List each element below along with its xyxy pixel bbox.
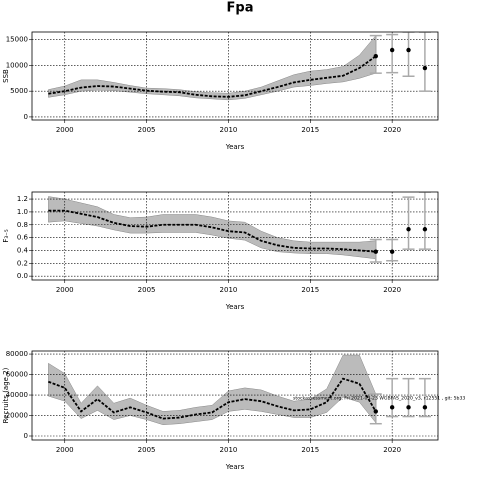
x-tick-label: 2010 xyxy=(220,126,238,134)
estimate-line xyxy=(48,55,377,98)
projection-point xyxy=(406,405,411,410)
y-tick-label: 1.0 xyxy=(17,208,28,216)
plot-area xyxy=(32,32,438,120)
x-tick-label: 2020 xyxy=(383,286,401,294)
projection-point xyxy=(389,405,395,410)
plot-frame xyxy=(31,350,439,441)
y-tick-label: 0 xyxy=(24,432,28,440)
projection-point xyxy=(406,47,411,53)
projection-point xyxy=(389,249,395,254)
x-tick-label: 2020 xyxy=(383,446,401,454)
confidence-band xyxy=(48,196,377,260)
estimate-line xyxy=(48,377,377,420)
y-tick-label: 60000 xyxy=(6,371,28,379)
plot-frame xyxy=(31,31,439,121)
x-tick-label: 2015 xyxy=(301,126,319,134)
y-tick-label: 0.6 xyxy=(17,234,29,242)
confidence-band xyxy=(48,34,377,101)
y-tick-label: 0.4 xyxy=(17,246,29,254)
x-tick-label: 2015 xyxy=(301,286,319,294)
y-tick-label: 0.2 xyxy=(17,259,28,267)
y-tick-label: 0 xyxy=(24,113,28,121)
x-tick-label: 2005 xyxy=(138,126,156,134)
x-tick-label: 2015 xyxy=(301,446,319,454)
y-tick-label: 40000 xyxy=(6,391,28,399)
x-tick-label: 2000 xyxy=(56,446,74,454)
y-tick-label: 1.2 xyxy=(17,195,28,203)
x-axis-label: Years xyxy=(225,143,245,151)
x-axis-label: Years xyxy=(225,303,245,311)
plot-frame xyxy=(31,191,439,281)
y-axis-label: Recruits (age 2) xyxy=(2,367,10,423)
projection-point xyxy=(373,409,378,414)
projection-point xyxy=(373,249,378,254)
plot-area xyxy=(32,192,438,280)
x-tick-label: 2010 xyxy=(220,286,238,294)
estimate-line xyxy=(48,209,376,253)
y-tick-label: 0.8 xyxy=(17,221,28,229)
y-tick-label: 15000 xyxy=(6,36,28,44)
x-tick-label: 2000 xyxy=(56,286,74,294)
y-axis-label: SSB xyxy=(2,69,10,83)
y-axis-label: F₃₋₅ xyxy=(2,229,10,243)
y-tick-label: 10000 xyxy=(6,61,28,69)
x-tick-label: 2005 xyxy=(138,286,156,294)
chart-title: Fpa xyxy=(227,1,254,16)
x-tick-label: 2005 xyxy=(138,446,156,454)
projection-point xyxy=(389,47,395,53)
projection-point xyxy=(406,227,411,232)
x-tick-label: 2020 xyxy=(383,126,401,134)
y-tick-label: 0.0 xyxy=(17,272,28,280)
x-axis-label: Years xyxy=(225,463,245,471)
projection-point xyxy=(422,65,428,71)
x-tick-label: 2000 xyxy=(56,126,74,134)
projection-point xyxy=(373,53,378,59)
projection-point xyxy=(422,227,428,232)
annotation: stockassessment.org, Fri 2021-03-23 WGBF… xyxy=(293,396,465,402)
x-tick-label: 2010 xyxy=(220,446,238,454)
y-tick-label: 80000 xyxy=(6,350,28,358)
y-tick-label: 20000 xyxy=(6,412,28,420)
plot-area xyxy=(32,351,438,440)
projection-point xyxy=(422,405,428,410)
confidence-band xyxy=(48,354,377,425)
y-tick-label: 5000 xyxy=(10,87,28,95)
